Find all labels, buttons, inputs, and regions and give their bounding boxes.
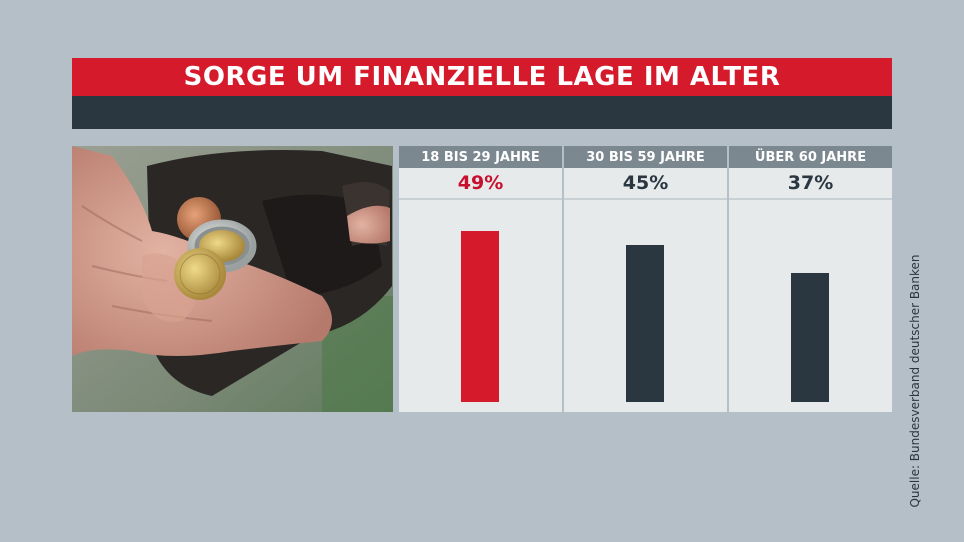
subtitle-bar <box>72 96 892 129</box>
category-label-1: 30 BIS 59 JAHRE <box>564 146 727 168</box>
bar-chart: 18 BIS 29 JAHRE 49% 30 BIS 59 JAHRE 45% … <box>399 146 892 412</box>
value-label-1: 45% <box>564 168 727 200</box>
chart-title: SORGE UM FINANZIELLE LAGE IM ALTER <box>72 58 892 96</box>
category-label-2: ÜBER 60 JAHRE <box>729 146 892 168</box>
bar-2 <box>791 272 829 402</box>
chart-column-2: ÜBER 60 JAHRE 37% <box>729 146 892 412</box>
bar-1 <box>626 244 664 402</box>
chart-column-1: 30 BIS 59 JAHRE 45% <box>564 146 727 412</box>
category-label-0: 18 BIS 29 JAHRE <box>399 146 562 168</box>
source-text: Quelle: Bundesverband deutscher Banken <box>908 254 922 508</box>
value-label-2: 37% <box>729 168 892 200</box>
bar-0 <box>461 231 499 402</box>
value-label-0: 49% <box>399 168 562 200</box>
source-note: Quelle: Bundesverband deutscher Banken <box>905 250 925 512</box>
chart-column-0: 18 BIS 29 JAHRE 49% <box>399 146 562 412</box>
wallet-coins-photo <box>72 146 393 412</box>
